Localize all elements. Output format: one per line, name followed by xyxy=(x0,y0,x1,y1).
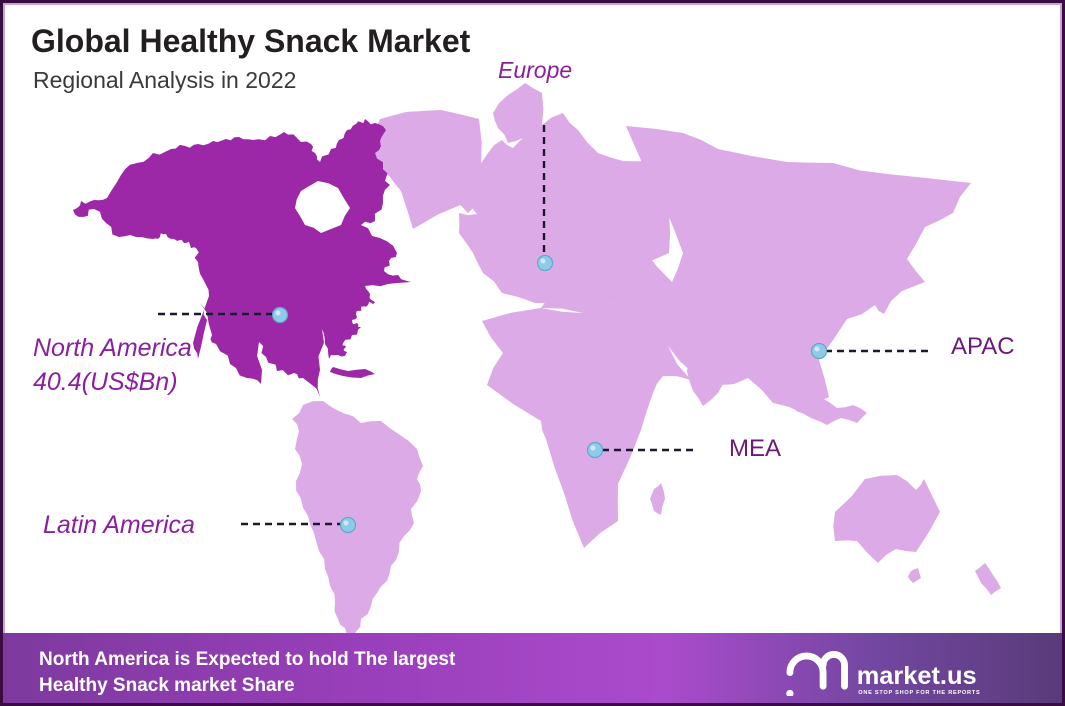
svg-text:ONE STOP SHOP FOR THE REPORTS: ONE STOP SHOP FOR THE REPORTS xyxy=(858,690,980,696)
svg-text:market.us: market.us xyxy=(857,662,977,690)
